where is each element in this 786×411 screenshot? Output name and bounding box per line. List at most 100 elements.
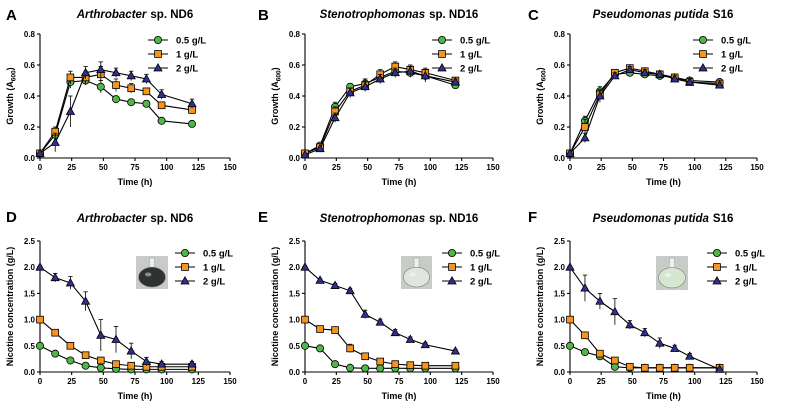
x-tick-label: 100 <box>160 377 174 386</box>
x-tick-label: 125 <box>192 163 206 172</box>
series-line <box>39 345 192 370</box>
panel-letter: E <box>258 209 268 226</box>
x-tick-label: 100 <box>424 163 438 172</box>
data-point <box>405 66 415 75</box>
legend-marker <box>712 275 722 285</box>
x-tick-label: 150 <box>223 377 237 386</box>
data-point <box>50 272 60 282</box>
data-point <box>51 328 59 337</box>
x-tick-label: 150 <box>223 163 237 172</box>
series-line <box>304 266 456 352</box>
data-point <box>96 82 105 91</box>
x-tick-label: 150 <box>750 163 764 172</box>
data-point <box>331 326 339 334</box>
x-tick-label: 100 <box>688 377 702 386</box>
data-point <box>640 67 650 77</box>
data-point <box>112 81 120 89</box>
x-tick-label: 0 <box>303 377 308 386</box>
panel-letter: C <box>528 7 539 24</box>
flask-highlight <box>144 272 152 277</box>
legend-marker <box>437 36 446 45</box>
data-point <box>96 330 106 339</box>
x-axis-label: Time (h) <box>646 177 681 187</box>
legend-label: 2 g/L <box>721 64 743 75</box>
data-point <box>420 339 430 349</box>
series-2-g-lgl <box>565 262 725 373</box>
x-tick-label: 75 <box>395 377 404 386</box>
y-axis-label-main: Growth (A <box>5 81 15 125</box>
legend-marker <box>448 263 456 271</box>
flask-highlight <box>664 273 672 278</box>
x-tick-label: 75 <box>659 377 668 386</box>
data-point <box>127 84 136 93</box>
legend-label: 2 g/L <box>735 277 757 288</box>
data-point <box>595 296 605 305</box>
data-point <box>316 344 325 353</box>
data-point <box>346 344 354 353</box>
panel-letter: A <box>6 7 17 24</box>
legend-marker <box>180 248 189 257</box>
data-point <box>390 67 400 77</box>
chart-title-organism: Stenotrophomonas <box>320 213 425 225</box>
x-tick-label: 75 <box>395 163 404 172</box>
y-tick-label: 0.0 <box>289 368 301 377</box>
data-point <box>187 119 196 128</box>
legend-label: 1 g/L <box>721 50 743 61</box>
x-tick-label: 75 <box>659 163 668 172</box>
data-point <box>581 331 589 340</box>
data-point <box>142 99 151 108</box>
data-point <box>80 67 91 77</box>
y-axis-label-subscript: 600 <box>541 70 548 81</box>
data-point <box>157 116 166 125</box>
data-point <box>714 364 725 373</box>
x-tick-label: 50 <box>628 163 637 172</box>
x-tick-label: 100 <box>424 377 438 386</box>
x-tick-label: 75 <box>131 377 140 386</box>
flask-photo <box>656 256 688 290</box>
data-point <box>300 149 310 159</box>
series-line <box>569 319 720 369</box>
y-tick-label: 0.6 <box>289 61 301 70</box>
x-tick-label: 0 <box>303 163 308 172</box>
data-point <box>141 356 152 365</box>
x-tick-label: 25 <box>332 163 341 172</box>
data-point <box>625 319 635 329</box>
data-point <box>345 87 355 97</box>
data-point <box>450 346 461 355</box>
x-tick-label: 125 <box>719 377 733 386</box>
flask-culture <box>658 267 686 289</box>
data-point <box>451 361 460 370</box>
series-line <box>304 70 456 154</box>
y-axis-label: Nicotine concentration (g/L) <box>270 247 280 367</box>
y-axis-label-subscript: 600 <box>276 70 283 81</box>
flask-neck <box>669 257 675 269</box>
series-2-g-lgl <box>35 262 197 368</box>
y-tick-label: 0.0 <box>554 154 566 163</box>
data-point <box>65 277 76 287</box>
data-point <box>685 77 695 86</box>
data-point <box>596 349 604 358</box>
data-point <box>655 338 665 347</box>
chart-title-strain: S16 <box>713 213 733 225</box>
y-axis-label: Nicotine concentration (g/L) <box>535 247 545 367</box>
y-axis-label-subscript: 600 <box>11 70 18 81</box>
chart-title-organism: Stenotrophomonas <box>320 9 425 21</box>
data-point <box>316 325 324 333</box>
x-axis-label: Time (h) <box>646 391 681 401</box>
x-axis-label: Time (h) <box>118 391 153 401</box>
data-point <box>315 143 325 153</box>
series-line <box>39 266 192 365</box>
y-tick-label: 0.0 <box>554 368 566 377</box>
data-point <box>300 262 310 271</box>
series-line <box>569 72 720 154</box>
y-tick-label: 2.5 <box>554 237 566 246</box>
data-point <box>97 356 105 365</box>
data-point <box>300 341 309 350</box>
data-point <box>127 98 136 107</box>
data-point <box>81 351 90 360</box>
panel-letter: D <box>6 209 17 226</box>
chart-title: Stenotrophomonas sp. ND16 <box>320 9 479 21</box>
series-line <box>304 65 456 154</box>
y-tick-label: 0.0 <box>24 154 36 163</box>
legend-marker <box>447 248 456 257</box>
